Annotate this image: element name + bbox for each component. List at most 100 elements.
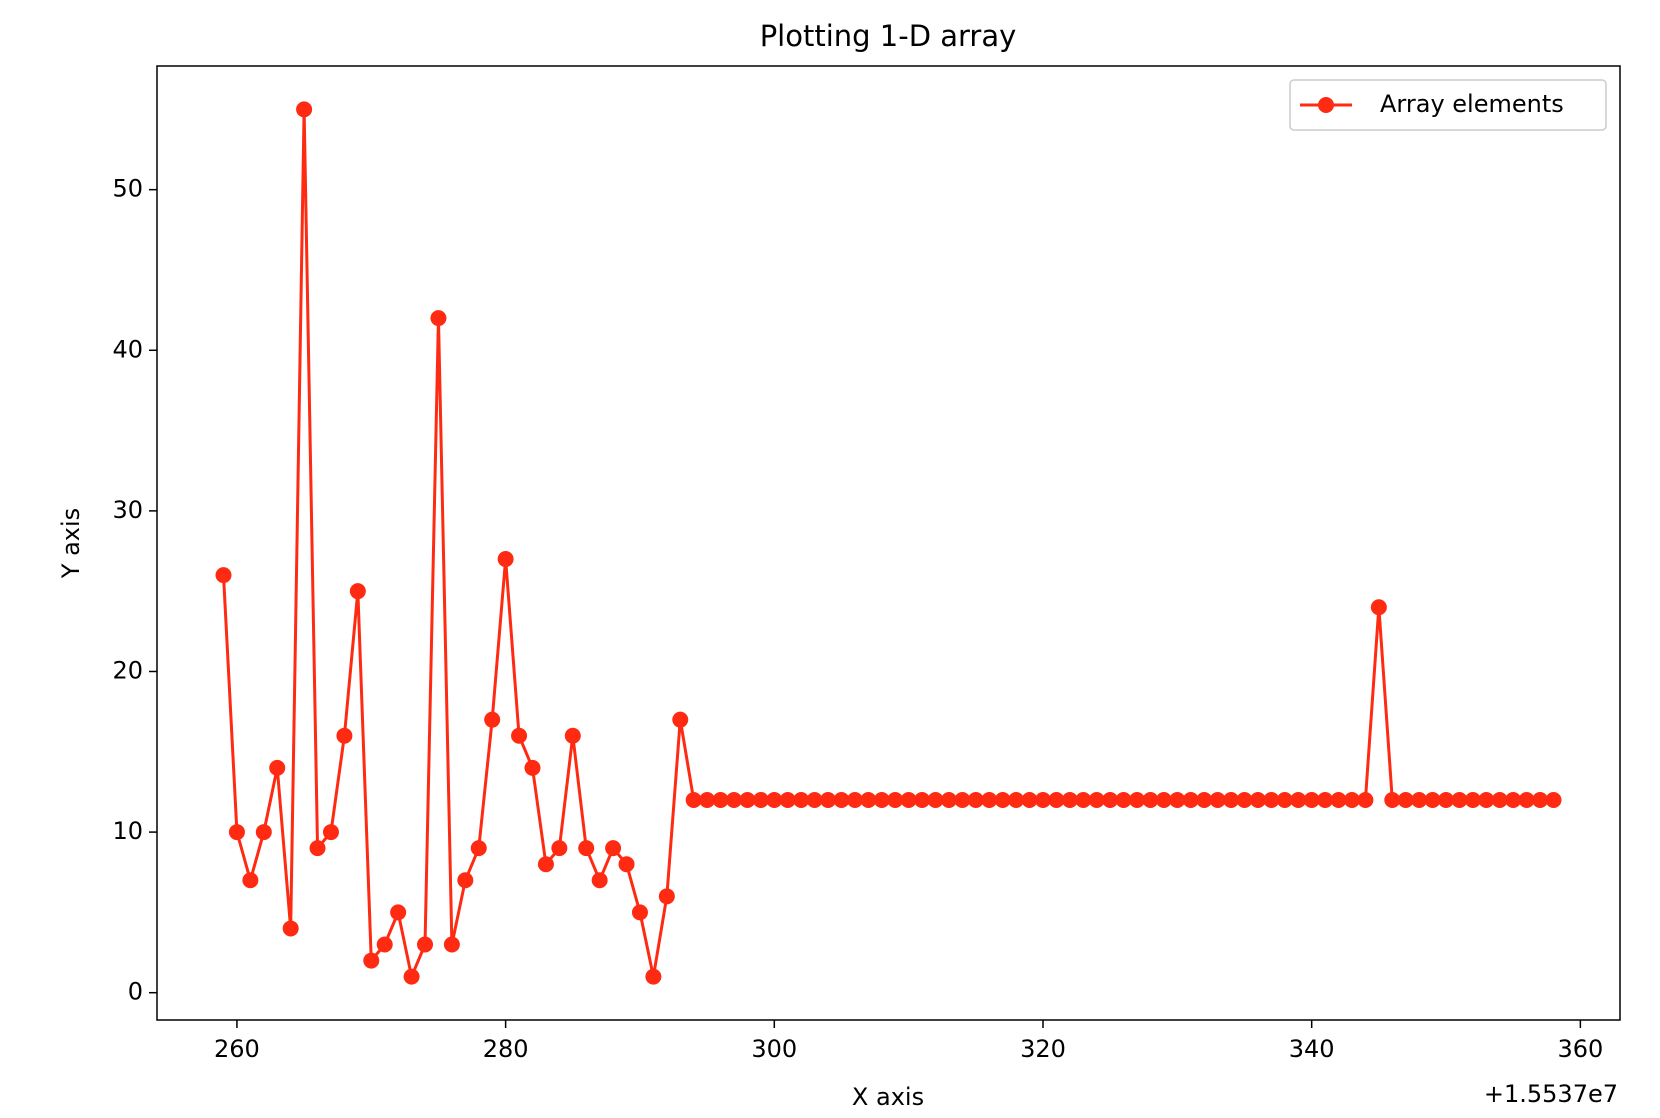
- data-point: [1303, 791, 1320, 808]
- y-axis-label: Y axis: [57, 508, 85, 579]
- x-tick-label: 340: [1289, 1035, 1335, 1063]
- data-point: [860, 791, 877, 808]
- data-point: [846, 791, 863, 808]
- data-point: [511, 727, 528, 744]
- legend-box: [1289, 79, 1607, 131]
- x-tick-label: 260: [214, 1035, 260, 1063]
- legend-label: Array elements: [1380, 90, 1564, 118]
- data-point: [873, 791, 890, 808]
- x-tick-label: 320: [1020, 1035, 1066, 1063]
- data-point: [1411, 791, 1428, 808]
- data-point: [390, 904, 407, 921]
- x-tick-label: 280: [483, 1035, 529, 1063]
- data-point: [940, 791, 957, 808]
- data-point: [1182, 791, 1199, 808]
- data-point: [336, 727, 353, 744]
- plot-area: [156, 65, 1621, 1021]
- data-point: [699, 791, 716, 808]
- data-point: [457, 872, 474, 889]
- data-point: [403, 968, 420, 985]
- data-point: [739, 791, 756, 808]
- data-point: [820, 791, 837, 808]
- data-point: [1088, 791, 1105, 808]
- data-point: [497, 551, 514, 568]
- data-point: [1330, 791, 1347, 808]
- data-point: [631, 904, 648, 921]
- data-point: [927, 791, 944, 808]
- data-point: [443, 936, 460, 953]
- data-point: [1129, 791, 1146, 808]
- data-point: [900, 791, 917, 808]
- x-tick-label: 300: [751, 1035, 797, 1063]
- data-point: [1491, 791, 1508, 808]
- data-point: [1169, 791, 1186, 808]
- data-point: [1478, 791, 1495, 808]
- data-point: [1290, 791, 1307, 808]
- data-point: [967, 791, 984, 808]
- y-tick-label: 40: [112, 335, 143, 363]
- data-point: [1451, 791, 1468, 808]
- data-point: [269, 759, 286, 776]
- data-point: [484, 711, 501, 728]
- data-point: [1196, 791, 1213, 808]
- data-point: [296, 101, 313, 118]
- data-point: [1102, 791, 1119, 808]
- data-point: [1142, 791, 1159, 808]
- data-point: [605, 840, 622, 857]
- data-point: [1384, 791, 1401, 808]
- data-point: [470, 840, 487, 857]
- data-point: [1545, 791, 1562, 808]
- data-line: [222, 109, 1554, 982]
- data-point: [1276, 791, 1293, 808]
- data-point: [417, 936, 434, 953]
- data-point: [376, 936, 393, 953]
- data-point: [1370, 599, 1387, 616]
- data-point: [1317, 791, 1334, 808]
- data-point: [1061, 791, 1078, 808]
- data-point: [1236, 791, 1253, 808]
- data-point: [1115, 791, 1132, 808]
- data-point: [1048, 791, 1065, 808]
- data-point: [618, 856, 635, 873]
- data-point: [524, 759, 541, 776]
- data-point: [685, 791, 702, 808]
- data-point: [1424, 791, 1441, 808]
- data-point: [793, 791, 810, 808]
- data-point: [1223, 791, 1240, 808]
- data-point: [658, 888, 675, 905]
- data-point: [430, 310, 447, 327]
- data-point: [1397, 791, 1414, 808]
- data-point: [806, 791, 823, 808]
- y-tick-label: 10: [112, 817, 143, 845]
- data-point: [215, 567, 232, 584]
- x-axis-label: X axis: [852, 1083, 924, 1111]
- data-point: [363, 952, 380, 969]
- data-point: [1505, 791, 1522, 808]
- data-point: [914, 791, 931, 808]
- data-point: [1209, 791, 1226, 808]
- data-point: [1532, 791, 1549, 808]
- data-point: [779, 791, 796, 808]
- y-tick-label: 0: [128, 978, 143, 1006]
- data-point: [1034, 791, 1051, 808]
- data-point: [282, 920, 299, 937]
- data-point: [833, 791, 850, 808]
- data-point: [887, 791, 904, 808]
- data-point: [1155, 791, 1172, 808]
- data-point: [1357, 791, 1374, 808]
- data-point: [349, 583, 366, 600]
- data-point: [242, 872, 259, 889]
- data-point: [322, 824, 339, 841]
- x-offset-label: +1.5537e7: [1484, 1080, 1618, 1108]
- data-point: [255, 824, 272, 841]
- data-point: [752, 791, 769, 808]
- y-tick-label: 30: [112, 496, 143, 524]
- data-point: [672, 711, 689, 728]
- y-tick-label: 20: [112, 656, 143, 684]
- data-point: [994, 791, 1011, 808]
- x-tick-label: 360: [1557, 1035, 1603, 1063]
- data-point: [726, 791, 743, 808]
- y-tick-label: 50: [112, 175, 143, 203]
- data-point: [578, 840, 595, 857]
